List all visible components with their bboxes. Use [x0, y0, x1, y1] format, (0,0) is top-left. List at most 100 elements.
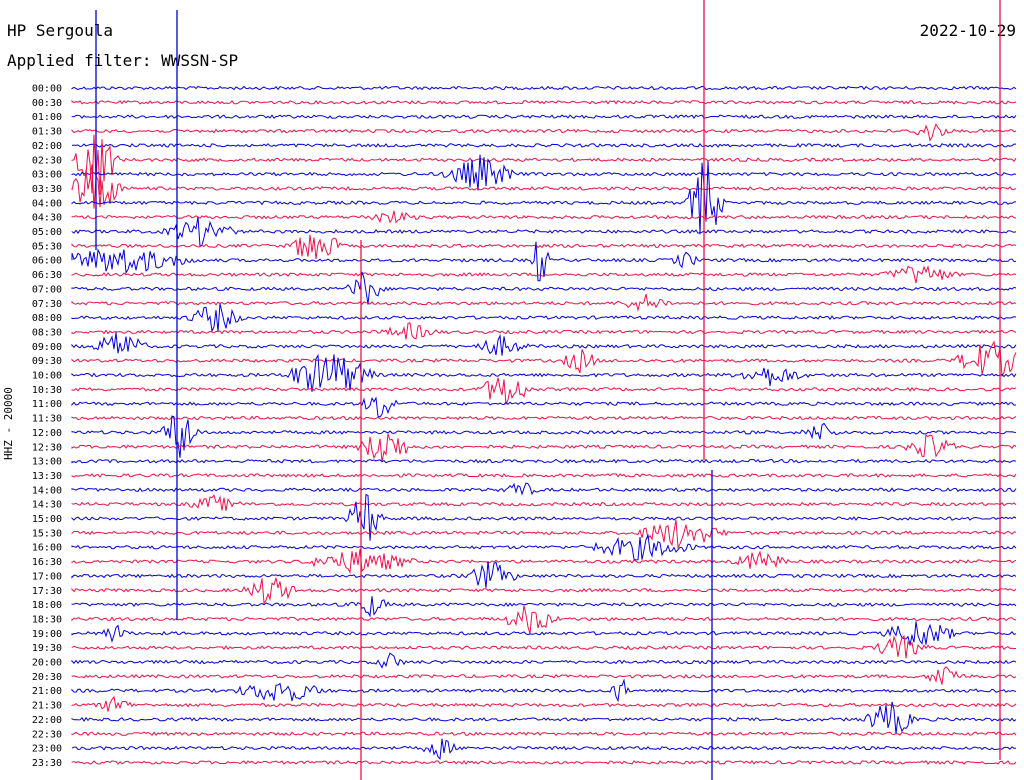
time-label: 14:30: [32, 500, 62, 511]
time-label: 01:00: [32, 112, 62, 123]
trace-line: [71, 99, 1017, 105]
trace-line: [71, 519, 1017, 550]
trace-line: [71, 577, 1017, 605]
time-label: 23:30: [32, 758, 62, 769]
trace-line: [71, 396, 1017, 418]
time-label: 20:00: [32, 658, 62, 669]
time-label: 03:00: [32, 170, 62, 181]
trace-line: [71, 759, 1017, 765]
time-label: 02:00: [32, 141, 62, 152]
trace-line: [71, 164, 1017, 209]
time-label: 01:30: [32, 127, 62, 138]
trace-line: [71, 634, 1017, 659]
trace-line: [71, 234, 1017, 260]
date-label: 2022-10-29: [919, 21, 1016, 40]
trace-line: [71, 142, 1016, 148]
trace-line: [71, 665, 1017, 685]
time-label: 18:30: [32, 614, 62, 625]
time-label: 11:30: [32, 414, 62, 425]
event-spikes: [95, 0, 1001, 780]
trace-line: [71, 353, 1017, 392]
trace-line: [71, 322, 1017, 340]
trace-line: [71, 433, 1017, 463]
filter-label: Applied filter: WWSSN-SP: [7, 51, 239, 70]
time-label: 16:00: [32, 543, 62, 554]
time-label: 07:30: [32, 299, 62, 310]
trace-line: [71, 134, 1017, 195]
trace-line: [71, 473, 1017, 478]
time-label: 22:00: [32, 715, 62, 726]
trace-line: [71, 340, 1017, 378]
trace-line: [71, 533, 1017, 561]
time-label: 12:00: [32, 428, 62, 439]
trace-line: [71, 154, 1017, 191]
trace-line: [71, 293, 1017, 312]
time-label: 19:30: [32, 643, 62, 654]
trace-line: [71, 738, 1017, 760]
time-label: 15:00: [32, 514, 62, 525]
trace-line: [71, 265, 1017, 284]
time-label: 04:00: [32, 198, 62, 209]
time-label: 06:30: [32, 270, 62, 281]
time-label: 21:30: [32, 701, 62, 712]
time-label: 23:00: [32, 744, 62, 755]
trace-line: [71, 303, 1017, 333]
trace-line: [71, 377, 1017, 405]
time-label: 09:30: [32, 356, 62, 367]
trace-line: [71, 596, 1017, 618]
trace-line: [71, 241, 1017, 282]
trace-line: [71, 482, 1017, 496]
trace-line: [71, 415, 1017, 458]
trace-line: [71, 695, 1017, 712]
trace-line: [71, 678, 1017, 703]
trace-line: [71, 560, 1017, 588]
time-label: 08:00: [32, 313, 62, 324]
trace-line: [71, 621, 1017, 645]
station-title: HP Sergoula: [7, 21, 113, 40]
time-label: 15:30: [32, 528, 62, 539]
trace-line: [71, 415, 1017, 421]
time-label: 00:00: [32, 84, 62, 95]
trace-line: [71, 161, 1017, 235]
seismic-traces: [71, 85, 1017, 765]
time-label: 13:00: [32, 457, 62, 468]
time-label: 09:00: [32, 342, 62, 353]
trace-line: [71, 494, 1017, 511]
trace-line: [71, 605, 1017, 634]
trace-line: [71, 701, 1017, 735]
trace-line: [71, 271, 1017, 305]
time-label: 00:30: [32, 98, 62, 109]
time-label: 21:00: [32, 686, 62, 697]
time-label: 20:30: [32, 672, 62, 683]
time-label: 18:00: [32, 600, 62, 611]
time-label: 22:30: [32, 729, 62, 740]
time-label: 03:30: [32, 184, 62, 195]
trace-line: [71, 548, 1017, 574]
trace-line: [71, 493, 1017, 541]
time-label: 05:30: [32, 241, 62, 252]
time-label: 08:30: [32, 327, 62, 338]
time-label: 19:00: [32, 629, 62, 640]
time-label: 07:00: [32, 284, 62, 295]
trace-line: [71, 210, 1017, 224]
time-label: 14:00: [32, 485, 62, 496]
time-label: 16:30: [32, 557, 62, 568]
time-label: 04:30: [32, 213, 62, 224]
time-labels: 00:00 00:30 01:00 01:30 02:00 02:30 03:00 03:30…: [32, 84, 62, 769]
time-label: 02:30: [32, 155, 62, 166]
time-label: 17:00: [32, 571, 62, 582]
time-label: 17:30: [32, 586, 62, 597]
time-label: 13:30: [32, 471, 62, 482]
trace-line: [71, 123, 1017, 142]
trace-line: [71, 652, 1017, 669]
trace-line: [71, 85, 1017, 91]
trace-line: [71, 216, 1017, 248]
time-label: 10:00: [32, 371, 62, 382]
time-label: 06:00: [32, 256, 62, 267]
time-label: 10:30: [32, 385, 62, 396]
trace-line: [71, 731, 1017, 737]
time-label: 05:00: [32, 227, 62, 238]
trace-line: [71, 332, 1017, 356]
time-label: 11:00: [32, 399, 62, 410]
